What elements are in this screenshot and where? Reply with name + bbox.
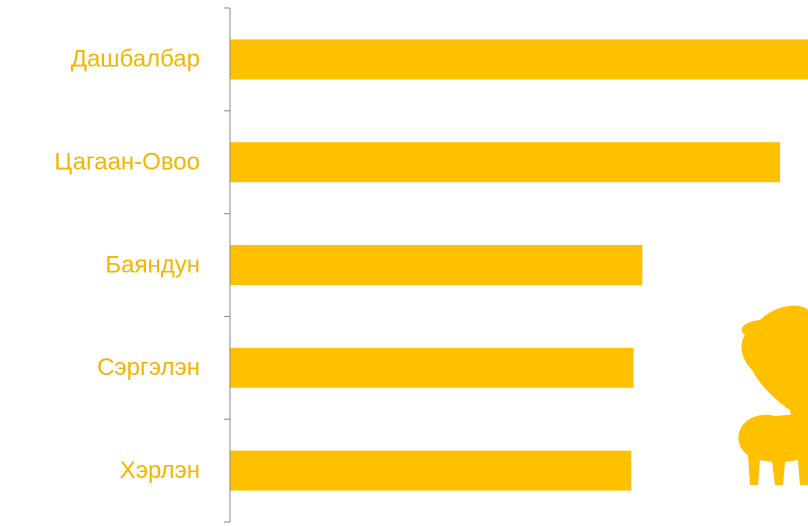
category-label: Сэргэлэн: [97, 354, 200, 381]
bar: [230, 451, 631, 491]
page: Хэрлэн46765Сэргэлэн47020Баяндун48057Цага…: [0, 0, 808, 526]
category-label: Дашбалбар: [71, 46, 200, 73]
chart: Хэрлэн46765Сэргэлэн47020Баяндун48057Цага…: [0, 0, 808, 526]
goat-icon: [738, 306, 808, 485]
bar: [230, 348, 633, 388]
bar: [230, 245, 642, 285]
bar: [230, 142, 780, 182]
category-label: Цагаан-Овоо: [54, 149, 200, 176]
category-label: Хэрлэн: [120, 457, 200, 484]
bar: [230, 39, 808, 79]
category-label: Баяндун: [105, 251, 200, 278]
